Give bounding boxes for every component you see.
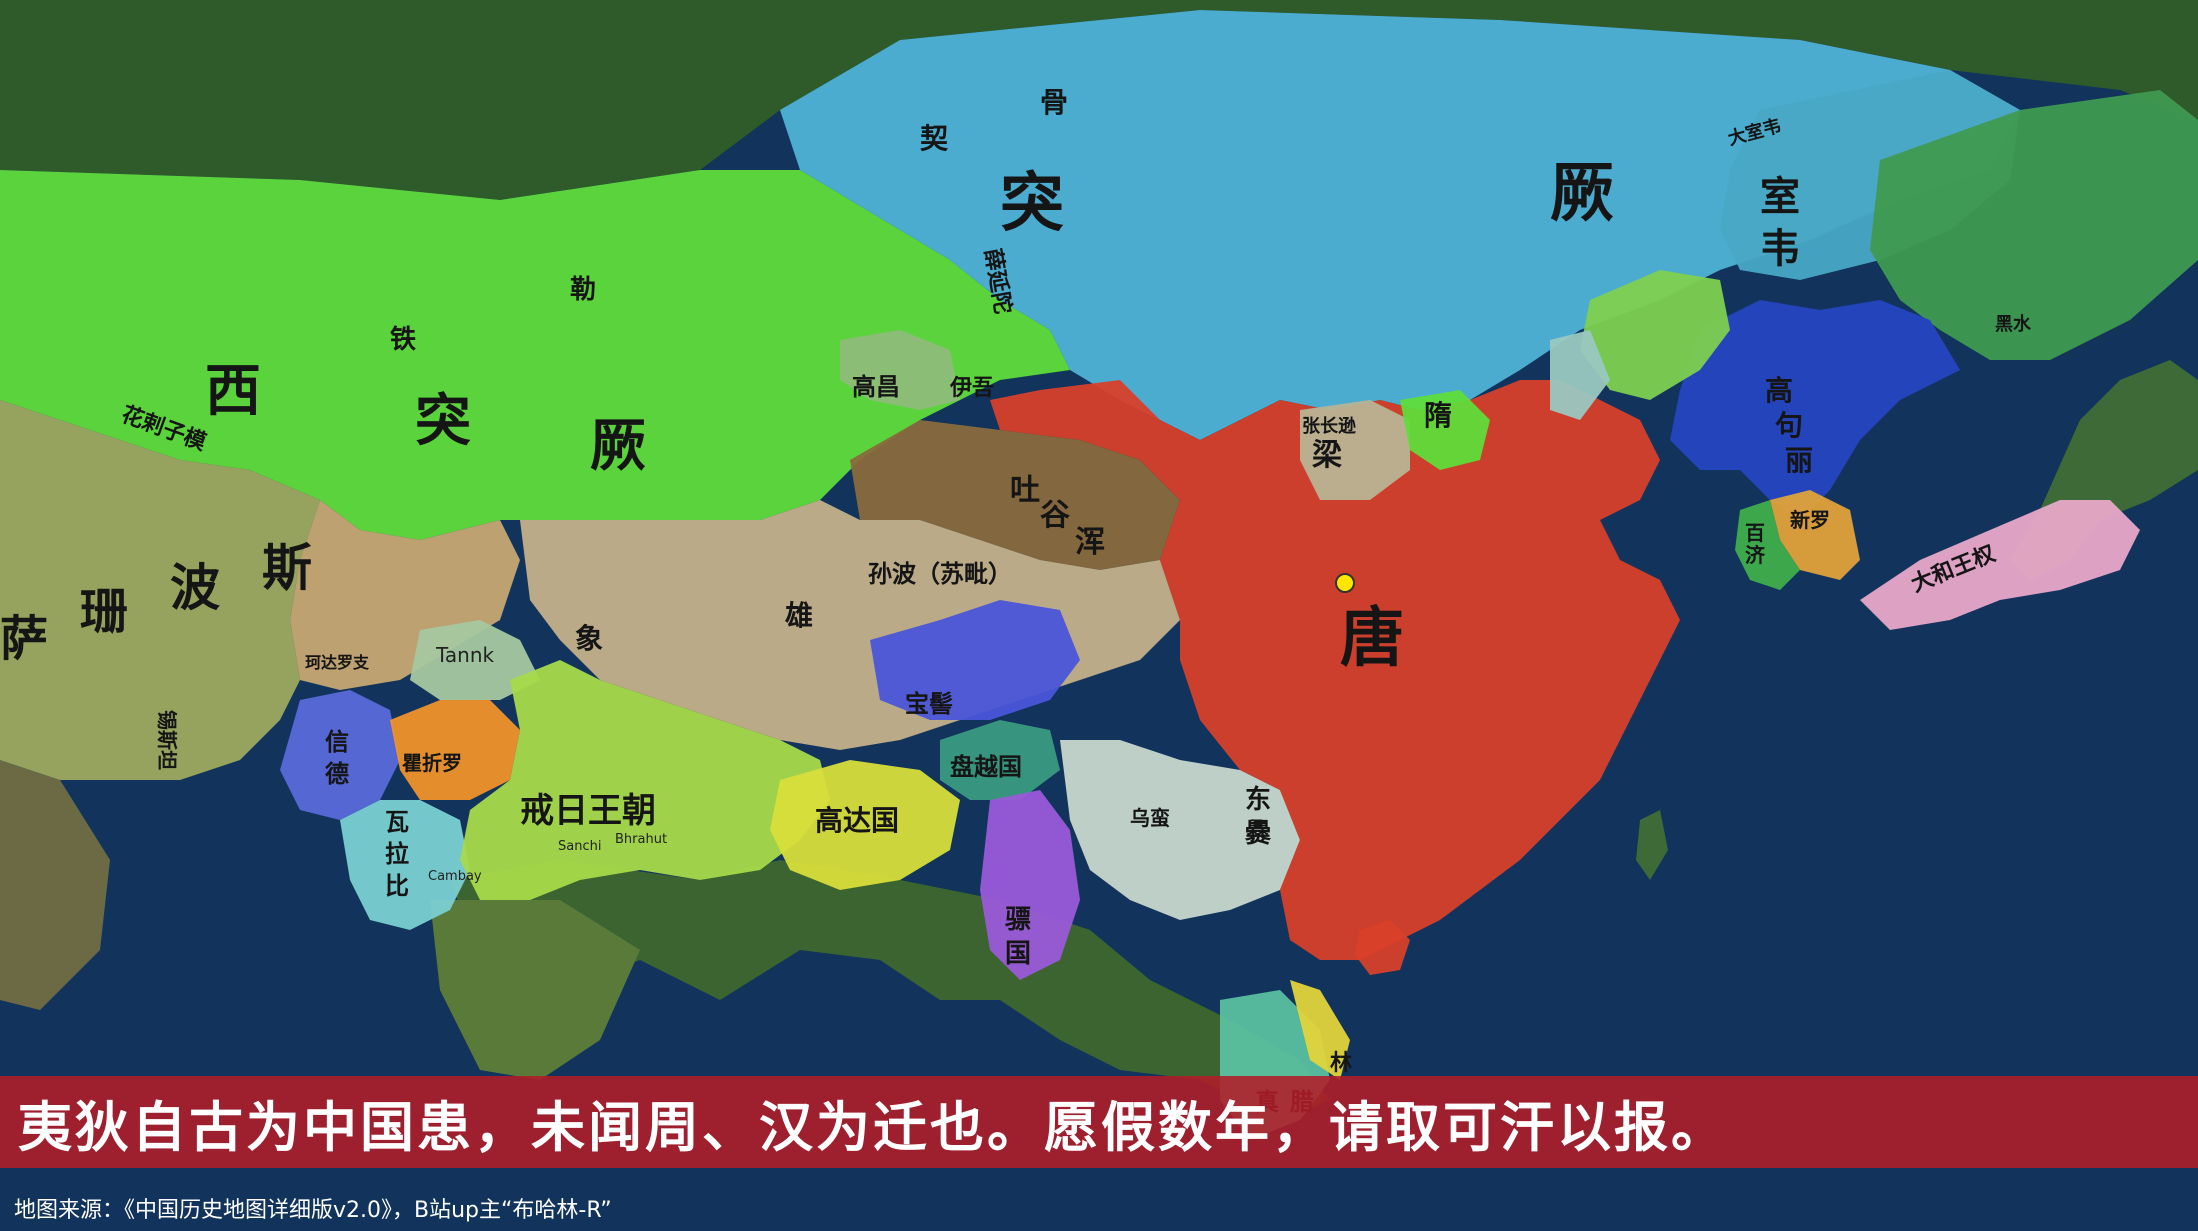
region-kamarupa — [940, 720, 1060, 800]
label-liang: 梁 — [1312, 438, 1342, 473]
region-mohe — [1870, 90, 2198, 360]
label-sunbo: 孙波（苏毗） — [868, 559, 1012, 588]
region-valabhi — [340, 800, 470, 930]
label-gaodaguo: 高达国 — [815, 804, 899, 837]
land-india-south — [430, 900, 640, 1080]
region-pyu — [980, 790, 1080, 980]
label-zhangchang: 张长逊 — [1302, 416, 1356, 437]
region-baoji — [870, 600, 1080, 720]
land-arabia — [0, 760, 110, 1010]
land-taiwan — [1636, 810, 1668, 880]
label-persia-bo: 波 — [170, 558, 220, 617]
region-hainan — [1355, 920, 1410, 975]
label-tuyuhun-2: 谷 — [1040, 498, 1070, 533]
region-tang — [990, 380, 1680, 960]
big-labels: 唐 突 厥 西 突 厥 波 斯 萨 珊 室 韦 — [0, 156, 1800, 676]
region-xi — [1580, 270, 1730, 400]
region-cuan — [1060, 740, 1300, 920]
label-gaogouli-1: 高 — [1765, 374, 1793, 407]
label-yiwu: 伊吾 — [949, 375, 994, 401]
region-eastern-turks — [780, 10, 2020, 440]
region-goguryeo — [1670, 300, 1960, 520]
label-western-tu: 突 — [415, 388, 471, 454]
label-sanchi: Sanchi — [558, 839, 601, 854]
region-persia — [0, 400, 320, 780]
label-xinde-1: 信 — [325, 727, 349, 756]
label-xinde-2: 德 — [325, 759, 349, 788]
label-xinluo: 新罗 — [1790, 508, 1830, 532]
region-gauda — [770, 760, 960, 890]
label-gu: 骨 — [1040, 86, 1068, 119]
label-eastern-jue: 厥 — [1550, 156, 1614, 231]
region-tuyuhun — [850, 420, 1180, 570]
label-walabi-2: 拉 — [385, 839, 409, 868]
region-silla — [1770, 490, 1860, 580]
label-sui: 隋 — [1424, 399, 1452, 432]
label-tielei-2: 勒 — [570, 275, 596, 305]
label-xiong: 雄 — [784, 599, 813, 632]
label-panyue: 盘越国 — [950, 752, 1022, 781]
label-eastern-tu: 突 — [1000, 166, 1064, 241]
label-baiji-1: 百 — [1745, 521, 1765, 545]
label-wuman: 乌蛮 — [1130, 806, 1170, 830]
label-shiwei-shi: 室 — [1760, 173, 1800, 220]
region-tank — [410, 620, 540, 700]
label-persia-shan: 珊 — [80, 584, 128, 640]
land-south — [450, 860, 1330, 1120]
label-qi: 契 — [920, 122, 949, 155]
label-tuyuhun-1: 吐 — [1010, 473, 1040, 508]
subtitle-text: 夷狄自古为中国患，未闻周、汉为迁也。愿假数年，请取可汗以报。 — [18, 1094, 1728, 1159]
label-piaoguo-1: 骠 — [1005, 905, 1031, 935]
region-yamato — [1860, 500, 2140, 630]
label-linyi: 林 — [1330, 1050, 1352, 1076]
region-linyi — [1290, 980, 1350, 1080]
label-tuyuhun-3: 浑 — [1075, 525, 1105, 560]
label-dongxie-1: 东 — [1245, 784, 1271, 815]
label-bhrahut: Bhrahut — [615, 832, 667, 847]
label-western-xi: 西 — [205, 358, 261, 424]
land-north — [0, 0, 2198, 200]
capital-marker — [1335, 573, 1355, 593]
label-gaochang: 高昌 — [852, 372, 900, 401]
label-dongxie-2: 爨 — [1244, 819, 1272, 849]
label-tang: 唐 — [1340, 601, 1404, 676]
label-tank: Tannk — [435, 643, 495, 667]
label-baoqi: 宝髻 — [905, 689, 953, 718]
label-walabi-3: 比 — [385, 871, 409, 900]
label-jusiluo: 瞿折罗 — [402, 751, 462, 775]
label-persia-sa: 萨 — [0, 611, 48, 667]
label-xisi: 锡斯坦 — [155, 710, 179, 770]
label-shiwei-wei: 韦 — [1760, 225, 1800, 272]
region-harsha — [460, 660, 830, 900]
region-western-turks — [0, 170, 1070, 540]
region-sui — [1400, 390, 1490, 470]
subtitle-bar: 夷狄自古为中国患，未闻周、汉为迁也。愿假数年，请取可汗以报。 — [0, 1076, 2198, 1168]
label-baiji-2: 济 — [1745, 543, 1766, 567]
region-gaochang — [840, 330, 960, 410]
label-xiang: 象 — [575, 622, 603, 655]
label-huangtou: 黑水 — [1995, 313, 2032, 335]
label-persia-si: 斯 — [262, 538, 312, 597]
label-cambay: Cambay — [428, 869, 482, 884]
label-walabi-1: 瓦 — [385, 807, 409, 836]
label-gaogouli-3: 丽 — [1785, 444, 1813, 477]
region-liang — [1300, 400, 1410, 500]
region-gurjara — [390, 700, 520, 800]
label-tielei-1: 铁 — [390, 324, 416, 355]
label-western-jue: 厥 — [590, 413, 646, 479]
label-piaoguo-2: 国 — [1005, 939, 1031, 969]
label-gaogouli-2: 句 — [1775, 409, 1803, 442]
label-jieri: 戒日王朝 — [520, 791, 656, 831]
region-qidan — [1550, 330, 1610, 420]
source-credit: 地图来源：《中国历史地图详细版v2.0》，B站up主“布哈林-R” — [14, 1198, 612, 1223]
region-sindh — [280, 690, 400, 820]
region-labels: 吐 谷 浑 孙波（苏毗） 高昌 伊吾 象 雄 梁 张长逊 隋 高 句 丽 百 济… — [118, 86, 2032, 1116]
label-hedasuo: 珂达罗支 — [305, 653, 370, 672]
region-baekje — [1735, 500, 1800, 590]
